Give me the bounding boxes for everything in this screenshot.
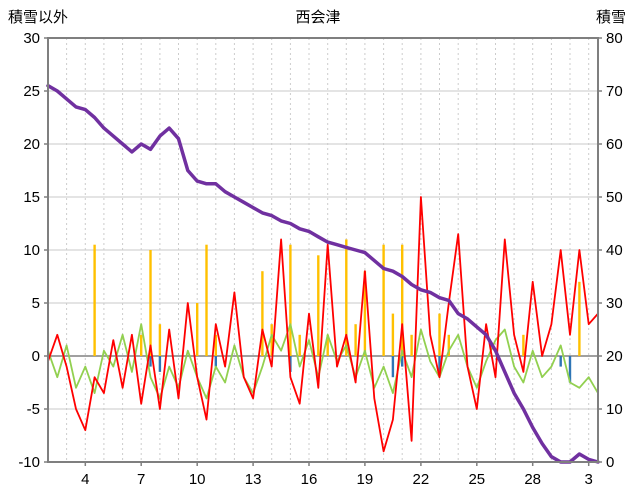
svg-text:60: 60 [606, 136, 623, 153]
svg-text:7: 7 [137, 471, 145, 488]
svg-text:40: 40 [606, 242, 623, 259]
svg-text:28: 28 [524, 471, 541, 488]
left-axis-title: 積雪以外 [8, 9, 69, 26]
svg-text:4: 4 [81, 471, 89, 488]
svg-text:19: 19 [357, 471, 374, 488]
svg-text:70: 70 [606, 83, 623, 100]
svg-text:-5: -5 [27, 401, 40, 418]
svg-text:30: 30 [606, 295, 623, 312]
svg-text:20: 20 [606, 348, 623, 365]
svg-text:50: 50 [606, 189, 623, 206]
svg-text:16: 16 [301, 471, 318, 488]
svg-text:0: 0 [32, 348, 40, 365]
svg-text:22: 22 [413, 471, 430, 488]
right-axis-title: 積雪 [595, 9, 626, 26]
svg-text:15: 15 [23, 189, 40, 206]
svg-text:10: 10 [23, 242, 40, 259]
svg-text:25: 25 [23, 83, 40, 100]
svg-text:3: 3 [585, 471, 593, 488]
svg-text:30: 30 [23, 30, 40, 47]
svg-text:5: 5 [32, 295, 40, 312]
svg-text:10: 10 [189, 471, 206, 488]
chart-title: 西会津 [295, 9, 341, 26]
svg-text:0: 0 [606, 454, 614, 471]
svg-text:25: 25 [468, 471, 485, 488]
svg-text:80: 80 [606, 30, 623, 47]
svg-text:13: 13 [245, 471, 262, 488]
svg-text:10: 10 [606, 401, 623, 418]
svg-text:20: 20 [23, 136, 40, 153]
svg-text:-10: -10 [18, 454, 40, 471]
